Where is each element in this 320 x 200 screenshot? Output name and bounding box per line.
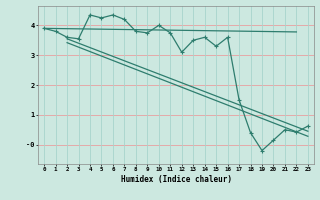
- X-axis label: Humidex (Indice chaleur): Humidex (Indice chaleur): [121, 175, 231, 184]
